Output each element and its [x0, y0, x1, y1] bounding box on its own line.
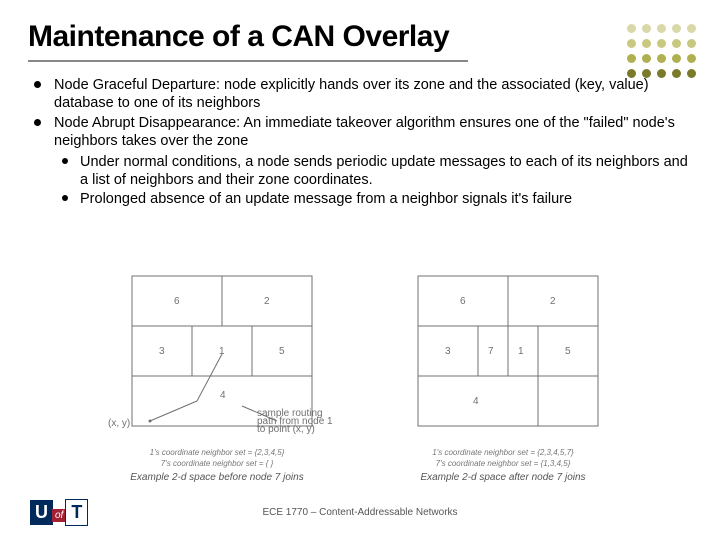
university-logo: U of T	[30, 499, 88, 526]
bullet-item: Node Graceful Departure: node explicitly…	[32, 76, 688, 112]
cell-label: 5	[565, 346, 571, 357]
bullet-list: Node Graceful Departure: node explicitly…	[32, 76, 688, 208]
sub-bullet-text: Prolonged absence of an update message f…	[80, 191, 572, 207]
diagram-row: 6 2 3 1 5 4 (x, y) sample routing	[0, 266, 720, 484]
cell-label: 1	[518, 346, 524, 357]
cell-label: 6	[174, 296, 180, 307]
bullet-text: Node Graceful Departure: node explicitly…	[54, 77, 649, 111]
slide-title: Maintenance of a CAN Overlay	[28, 20, 692, 54]
title-underline	[28, 60, 468, 62]
cell-label: 4	[220, 390, 226, 401]
bullet-text: Node Abrupt Disappearance: An immediate …	[54, 115, 675, 149]
diagram-caption: Example 2-d space before node 7 joins	[102, 472, 332, 484]
cell-label: 3	[445, 346, 451, 357]
neighbor-text: 7's coordinate neighbor set = {1,3,4,5}	[388, 459, 618, 468]
sub-bullet-item: Prolonged absence of an update message f…	[54, 190, 688, 208]
neighbor-text: 7's coordinate neighbor set = { }	[102, 459, 332, 468]
content-area: Node Graceful Departure: node explicitly…	[28, 76, 692, 208]
cell-label: 5	[279, 346, 285, 357]
neighbor-text: 1's coordinate neighbor set = {2,3,4,5,7…	[388, 448, 618, 457]
diagram-caption: Example 2-d space after node 7 joins	[388, 472, 618, 484]
cell-label: 2	[550, 296, 556, 307]
sample-label: sample routing path from node 1 to point…	[257, 408, 332, 435]
diagram-right: 6 2 3 1 7 5 4 1's coordinate neighbor se…	[388, 266, 618, 484]
cell-label: 1	[219, 346, 225, 357]
cell-label: 2	[264, 296, 270, 307]
cell-label: 4	[473, 396, 479, 407]
sub-bullet-list: Under normal conditions, a node sends pe…	[54, 153, 688, 208]
diagram-left: 6 2 3 1 5 4 (x, y) sample routing	[102, 266, 332, 484]
neighbor-text: 1's coordinate neighbor set = {2,3,4,5}	[102, 448, 332, 457]
sub-bullet-item: Under normal conditions, a node sends pe…	[54, 153, 688, 189]
logo-of: of	[52, 509, 66, 522]
cell-label: 3	[159, 346, 165, 357]
bullet-item: Node Abrupt Disappearance: An immediate …	[32, 114, 688, 208]
decorative-dots	[627, 24, 698, 80]
logo-u: U	[30, 500, 53, 525]
cell-label: 7	[488, 346, 494, 357]
diagram-right-svg: 6 2 3 1 7 5 4	[388, 266, 618, 446]
footer-text: ECE 1770 – Content-Addressable Networks	[0, 507, 720, 518]
logo-t: T	[65, 499, 88, 526]
corner-label: (x, y)	[108, 418, 130, 429]
sub-bullet-text: Under normal conditions, a node sends pe…	[80, 154, 688, 188]
cell-label: 6	[460, 296, 466, 307]
diagram-left-svg: 6 2 3 1 5 4 (x, y) sample routing	[102, 266, 332, 446]
